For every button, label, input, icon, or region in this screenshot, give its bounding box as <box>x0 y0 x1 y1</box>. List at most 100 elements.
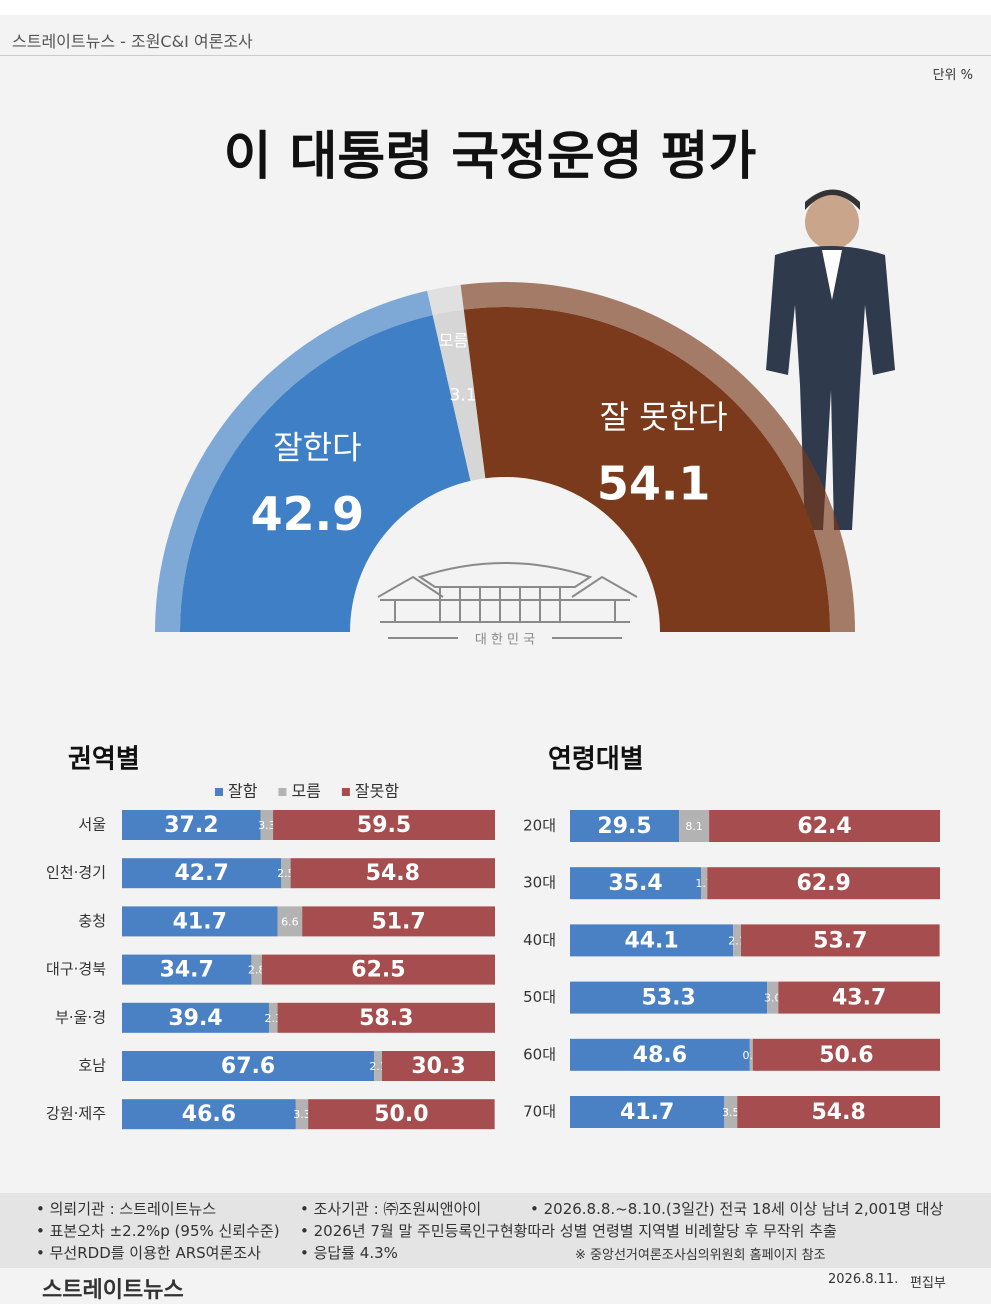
value-label: 54.1 <box>597 456 711 510</box>
bar-segment <box>122 1051 375 1081</box>
legend-swatch <box>278 788 287 796</box>
emblem <box>377 562 638 639</box>
value-label: 3.3 <box>293 1108 311 1121</box>
category-label: 강원·제주 <box>46 1105 106 1123</box>
pie-segment <box>432 309 486 481</box>
value-label: 42.9 <box>251 487 365 541</box>
footer-note: • 무선RDD를 이용한 ARS여론조사 <box>36 1244 261 1262</box>
bar-segment <box>308 1099 495 1130</box>
unit: 단위 % <box>932 68 973 83</box>
legend-label: 잘못함 <box>355 782 399 801</box>
value-label: 35.4 <box>608 871 662 896</box>
footer-note: • 의뢰기관 : 스트레이트뉴스 <box>36 1200 217 1218</box>
value-label: 62.4 <box>797 814 851 839</box>
bar-segment <box>749 1038 753 1071</box>
bar-segment <box>295 1099 309 1130</box>
person-figure <box>766 189 895 530</box>
value-label: 62.9 <box>796 871 850 896</box>
value-label: 53.3 <box>641 986 695 1011</box>
section-title: 권역별 <box>68 745 140 775</box>
divider <box>0 55 991 56</box>
legend-swatch <box>215 788 223 796</box>
bar-segment <box>268 1002 278 1033</box>
date: 2026.8.11. <box>828 1272 899 1287</box>
bar-segment <box>122 858 282 889</box>
bar-segment <box>261 954 495 985</box>
category-label: 60대 <box>523 1045 556 1063</box>
bar-segment <box>260 810 274 840</box>
footer-note: • 응답률 4.3% <box>300 1244 398 1262</box>
bar-segment <box>122 906 278 937</box>
value-label: 59.5 <box>357 813 411 838</box>
logo: 스트레이트뉴스 <box>42 1278 184 1303</box>
footer-note: • 표본오차 ±2.2%p (95% 신뢰수준) <box>36 1222 280 1240</box>
emblem-text: 대 한 민 국 <box>475 633 535 648</box>
value-label: 2.5 <box>277 867 295 880</box>
bar-segment <box>778 981 940 1014</box>
value-label: 3.3 <box>258 819 276 832</box>
bar-segment <box>570 867 701 900</box>
bar-segment <box>273 810 495 840</box>
dept: 편집부 <box>910 1276 946 1291</box>
chart: 이 대통령 국정운영 평가 대 한 민 국 잘한다 42.9 모름 3.1 잘 못한다 5… <box>46 127 940 1130</box>
bar-segment <box>302 906 495 937</box>
category-label: 20대 <box>523 817 556 835</box>
value-label: 8.1 <box>685 820 703 833</box>
value-label: 50.0 <box>374 1102 428 1127</box>
bar-segment <box>381 1051 495 1081</box>
value-label: 3.5 <box>722 1106 740 1119</box>
segment-label: 모름 <box>439 331 468 350</box>
value-label: 48.6 <box>633 1043 687 1068</box>
section-title: 연령대별 <box>548 745 644 775</box>
value-label: 37.2 <box>164 813 218 838</box>
value-label: 54.8 <box>366 861 420 886</box>
category-label: 호남 <box>78 1057 106 1075</box>
category-label: 50대 <box>523 988 556 1006</box>
footer-note: • 2026년 7월 말 주민등록인구현황따라 성별 연령별 지역별 비례할당 … <box>300 1222 837 1240</box>
value-label: 2.8 <box>248 964 266 977</box>
top-band <box>0 0 991 15</box>
bar-segment <box>570 810 680 842</box>
bar-segment <box>570 1096 725 1128</box>
bar-segment <box>281 858 291 889</box>
footer-band <box>0 1193 991 1268</box>
bar-segment <box>700 867 708 900</box>
category-label: 부·울·경 <box>55 1008 106 1026</box>
bar-segment <box>740 924 940 957</box>
value-label: 50.6 <box>819 1043 873 1068</box>
bar-segment <box>679 810 710 842</box>
value-label: 51.7 <box>371 909 425 934</box>
category-label: 70대 <box>523 1103 556 1121</box>
category-label: 충청 <box>78 912 106 930</box>
bar-segment <box>122 954 252 985</box>
value-label: 43.7 <box>832 986 886 1011</box>
value-label: 3.1 <box>450 386 477 406</box>
value-label: 67.6 <box>221 1054 275 1079</box>
value-label: 34.7 <box>160 958 214 983</box>
value-label: 41.7 <box>173 909 227 934</box>
source: 스트레이트뉴스 - 조원C&I 여론조사 <box>12 32 253 51</box>
category-label: 대구·경북 <box>46 960 106 978</box>
pie-segment <box>463 307 830 632</box>
bar-segment <box>277 906 303 937</box>
pie-rim <box>155 290 433 632</box>
legend-swatch <box>341 788 350 796</box>
value-label: 39.4 <box>168 1006 222 1031</box>
bar-segment <box>570 981 768 1014</box>
value-label: 41.7 <box>620 1100 674 1125</box>
bar-segment <box>570 924 734 957</box>
bar-segment <box>122 1099 296 1130</box>
bar-segment <box>707 867 940 900</box>
chart-title: 이 대통령 국정운영 평가 <box>224 127 757 187</box>
bar-segment <box>374 1051 382 1081</box>
segment-label: 잘 못한다 <box>600 398 728 436</box>
bar-segment <box>122 1002 269 1033</box>
category-label: 30대 <box>523 874 556 892</box>
value-label: 54.8 <box>811 1100 865 1125</box>
legend-label: 모름 <box>291 782 320 801</box>
bar-segment <box>709 810 940 842</box>
value-label: 30.3 <box>411 1054 465 1079</box>
value-label: 42.7 <box>174 861 228 886</box>
value-label: 62.5 <box>351 958 405 983</box>
